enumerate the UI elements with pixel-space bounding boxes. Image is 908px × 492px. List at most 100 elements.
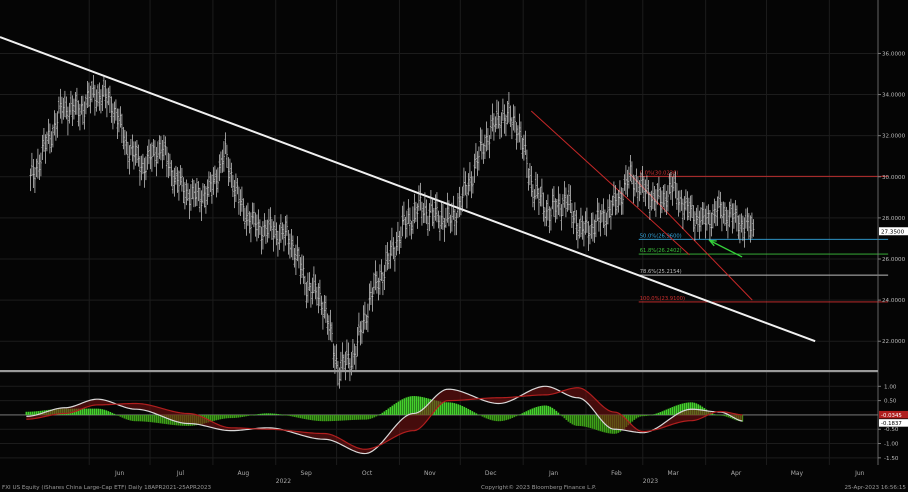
trendline-channel-lower bbox=[628, 172, 753, 301]
osc-histogram-bar bbox=[459, 405, 462, 415]
osc-histogram-bar bbox=[419, 396, 422, 415]
osc-tick-label: -1.00 bbox=[884, 442, 899, 448]
osc-histogram-bar bbox=[551, 407, 554, 415]
osc-histogram-bar bbox=[137, 414, 140, 422]
price-tick-label: 26.0000 bbox=[882, 257, 906, 263]
osc-histogram-bar bbox=[577, 414, 580, 426]
price-tick-label: 32.0000 bbox=[882, 134, 906, 140]
osc-histogram-bar bbox=[235, 414, 238, 418]
osc-histogram-bar bbox=[663, 410, 666, 415]
osc-histogram-bar bbox=[649, 414, 652, 416]
osc-histogram-bar bbox=[687, 402, 690, 415]
osc-line-slow bbox=[26, 387, 743, 450]
osc-histogram-bar bbox=[247, 414, 250, 416]
osc-histogram-bar bbox=[683, 403, 686, 415]
month-tick-label: Dec bbox=[485, 470, 497, 477]
osc-histogram-bar bbox=[99, 408, 102, 415]
osc-histogram-bar bbox=[461, 405, 464, 415]
osc-histogram-bar bbox=[563, 414, 566, 419]
osc-histogram-bar bbox=[495, 414, 498, 422]
osc-value-box bbox=[879, 410, 908, 419]
osc-histogram-bar bbox=[281, 414, 284, 416]
osc-histogram-bar bbox=[581, 414, 584, 427]
month-tick-label: Sep bbox=[301, 470, 313, 477]
osc-histogram-bar bbox=[33, 411, 36, 415]
osc-histogram-bar bbox=[711, 413, 714, 415]
osc-histogram-bar bbox=[565, 414, 568, 421]
osc-histogram-bar bbox=[335, 414, 338, 421]
osc-histogram-bar bbox=[589, 414, 592, 429]
osc-value-label: -0.1837 bbox=[881, 421, 902, 427]
osc-histogram-bar bbox=[483, 414, 486, 418]
month-tick-label: Feb bbox=[611, 470, 622, 477]
osc-histogram-bar bbox=[109, 411, 112, 415]
osc-histogram-bar bbox=[531, 408, 534, 415]
price-tick-label: 24.0000 bbox=[882, 298, 906, 304]
osc-histogram-bar bbox=[443, 402, 446, 415]
osc-histogram-bar bbox=[25, 411, 28, 415]
osc-histogram-bar bbox=[539, 406, 542, 415]
osc-histogram-bar bbox=[543, 405, 546, 415]
osc-histogram-bar bbox=[713, 414, 716, 415]
annotation-arrow bbox=[709, 239, 743, 258]
osc-histogram-bar bbox=[233, 414, 236, 418]
osc-histogram-bar bbox=[729, 414, 732, 419]
osc-histogram-bar bbox=[263, 413, 266, 415]
osc-histogram-bar bbox=[501, 414, 504, 421]
osc-histogram-bar bbox=[351, 414, 354, 421]
osc-histogram-bar bbox=[499, 414, 502, 422]
osc-histogram-bar bbox=[107, 411, 110, 415]
osc-histogram-bar bbox=[329, 414, 332, 422]
osc-histogram-bar bbox=[639, 414, 642, 417]
osc-histogram-bar bbox=[377, 414, 380, 416]
osc-histogram-bar bbox=[371, 414, 374, 419]
osc-histogram-bar bbox=[463, 406, 466, 415]
osc-histogram-bar bbox=[523, 412, 526, 415]
osc-histogram-bar bbox=[317, 414, 320, 421]
month-tick-label: May bbox=[791, 470, 804, 477]
price-tick-label: 22.0000 bbox=[882, 339, 906, 345]
osc-histogram-bar bbox=[85, 408, 88, 415]
osc-histogram-bar bbox=[161, 414, 164, 424]
osc-histogram-bar bbox=[447, 402, 450, 415]
osc-histogram-bar bbox=[113, 413, 116, 415]
osc-histogram-bar bbox=[223, 414, 226, 419]
osc-histogram-bar bbox=[535, 407, 538, 415]
osc-histogram-bar bbox=[363, 414, 366, 420]
osc-histogram-bar bbox=[541, 405, 544, 415]
osc-histogram-bar bbox=[219, 414, 222, 420]
osc-histogram-bar bbox=[237, 414, 240, 418]
osc-histogram-bar bbox=[331, 414, 334, 422]
osc-tick-label: -1.50 bbox=[884, 456, 899, 462]
osc-histogram-bar bbox=[471, 411, 474, 415]
osc-histogram-bar bbox=[271, 413, 274, 415]
osc-histogram-bar bbox=[423, 397, 426, 415]
osc-histogram-bar bbox=[245, 414, 248, 417]
month-tick-label: Oct bbox=[362, 470, 373, 477]
osc-histogram-bar bbox=[313, 414, 316, 421]
osc-histogram-bar bbox=[561, 414, 564, 417]
osc-histogram-bar bbox=[343, 414, 346, 421]
price-tick-label: 30.0000 bbox=[882, 175, 906, 181]
osc-histogram-bar bbox=[487, 414, 490, 420]
osc-histogram-bar bbox=[657, 412, 660, 415]
osc-histogram-bar bbox=[579, 414, 582, 427]
osc-histogram-bar bbox=[573, 414, 576, 426]
price-tick-label: 34.0000 bbox=[882, 93, 906, 99]
osc-histogram-bar bbox=[441, 401, 444, 415]
osc-histogram-bar bbox=[153, 414, 156, 423]
osc-histogram-bar bbox=[349, 414, 352, 421]
osc-histogram-bar bbox=[719, 414, 722, 416]
osc-histogram-bar bbox=[287, 414, 290, 416]
osc-histogram-bar bbox=[119, 414, 122, 417]
osc-histogram-bar bbox=[645, 414, 648, 416]
osc-histogram-bar bbox=[533, 407, 536, 415]
osc-histogram-bar bbox=[725, 414, 728, 417]
osc-histogram-bar bbox=[409, 396, 412, 415]
osc-histogram-bar bbox=[231, 414, 234, 419]
osc-histogram-bar bbox=[87, 408, 90, 415]
osc-histogram-bar bbox=[665, 409, 668, 415]
osc-histogram-bar bbox=[507, 414, 510, 420]
year-tick-label: 2023 bbox=[643, 478, 658, 485]
osc-histogram-bar bbox=[393, 404, 396, 415]
